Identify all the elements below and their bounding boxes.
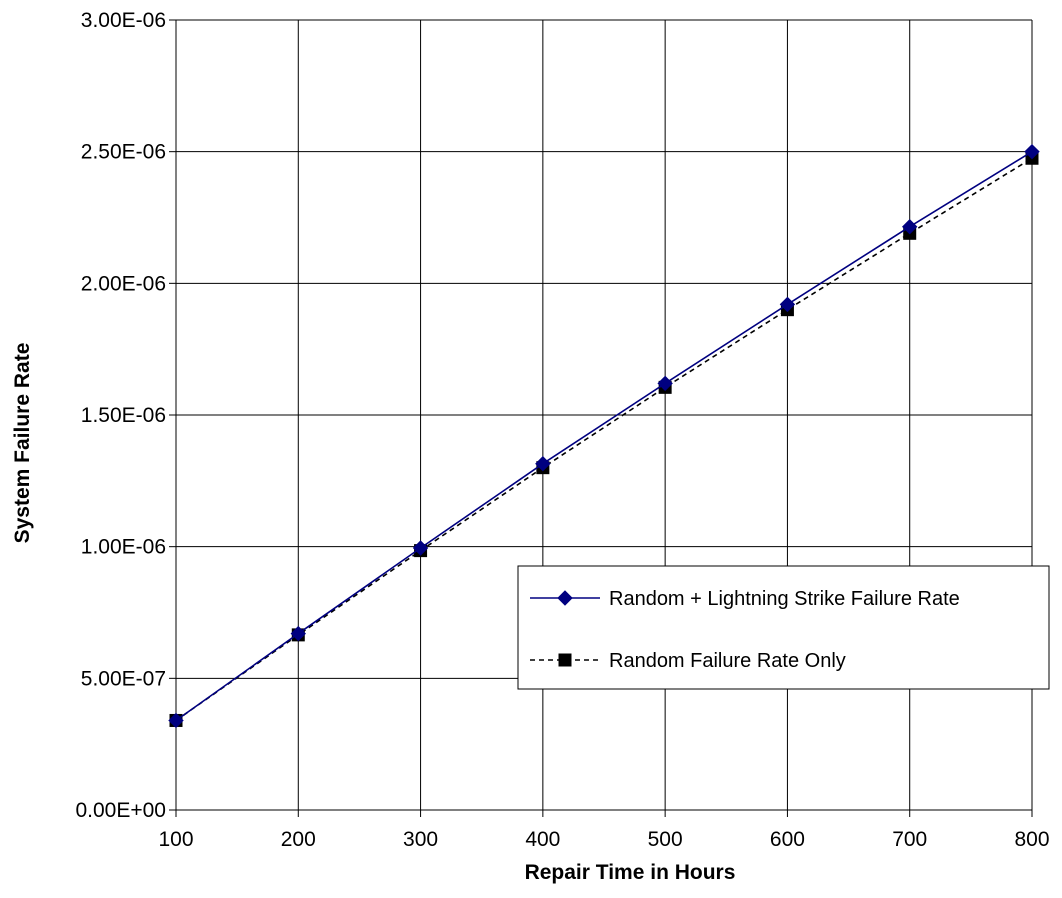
- x-tick-label: 500: [648, 828, 683, 851]
- x-tick-label: 100: [158, 828, 193, 851]
- y-tick-label: 2.00E-06: [81, 272, 166, 295]
- data-point: [290, 625, 306, 642]
- y-tick-label: 0.00E+00: [75, 799, 166, 822]
- data-point: [412, 540, 429, 556]
- legend-marker: [557, 590, 573, 606]
- legend-marker: [558, 653, 572, 667]
- x-tick-label: 200: [281, 828, 316, 851]
- legend-item: Random + Lightning Strike Failure Rate: [530, 588, 960, 610]
- legend-item: Random Failure Rate Only: [530, 650, 846, 672]
- x-axis-ticks: 100 200 300 400 500 600 700 800: [158, 810, 1050, 851]
- data-point: [535, 456, 551, 472]
- data-point: [902, 219, 918, 235]
- y-tick-label: 1.50E-06: [81, 404, 166, 427]
- y-tick-label: 3.00E-06: [81, 9, 166, 32]
- data-point: [168, 712, 184, 729]
- x-tick-label: 300: [403, 828, 438, 851]
- y-tick-label: 5.00E-07: [81, 667, 166, 690]
- legend: Random + Lightning Strike Failure Rate Ra…: [517, 565, 1050, 690]
- x-tick-label: 700: [892, 828, 927, 851]
- series-1: [168, 143, 1040, 729]
- y-axis-ticks: 0.00E+00 5.00E-07 1.00E-06 1.50E-06 2.00E-06…: [75, 9, 176, 822]
- legend-label: Random + Lightning Strike Failure Rate: [609, 588, 960, 610]
- y-axis-title: System Failure Rate: [11, 343, 34, 544]
- x-tick-label: 800: [1014, 828, 1049, 851]
- data-point: [657, 375, 673, 392]
- x-axis-title: Repair Time in Hours: [525, 861, 736, 884]
- series-group: [168, 143, 1040, 729]
- series-line: [175, 157, 1033, 722]
- y-tick-label: 1.00E-06: [81, 536, 166, 559]
- y-tick-label: 2.50E-06: [81, 141, 166, 164]
- grid: [176, 19, 1033, 810]
- legend-box: [517, 565, 1050, 690]
- data-point: [779, 296, 796, 313]
- legend-label: Random Failure Rate Only: [609, 650, 846, 672]
- x-tick-label: 400: [525, 828, 560, 851]
- series-line: [175, 150, 1033, 722]
- x-tick-label: 600: [770, 828, 805, 851]
- data-point: [1024, 143, 1040, 160]
